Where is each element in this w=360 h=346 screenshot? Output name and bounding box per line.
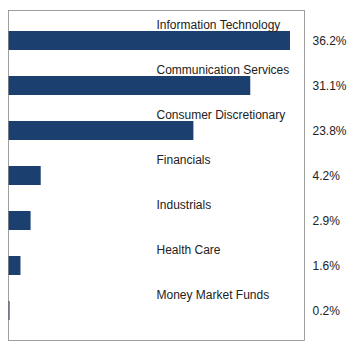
svg-text:23.8%: 23.8% — [313, 124, 347, 138]
svg-text:Health Care: Health Care — [157, 243, 221, 257]
svg-text:36.2%: 36.2% — [313, 34, 347, 48]
svg-text:0.2%: 0.2% — [313, 304, 341, 318]
svg-text:Industrials: Industrials — [157, 198, 212, 212]
svg-text:Information Technology: Information Technology — [157, 18, 281, 32]
svg-text:Consumer Discretionary: Consumer Discretionary — [157, 108, 286, 122]
svg-text:1.6%: 1.6% — [313, 259, 341, 273]
svg-text:4.2%: 4.2% — [313, 169, 341, 183]
svg-text:31.1%: 31.1% — [313, 79, 347, 93]
svg-text:Money Market Funds: Money Market Funds — [157, 288, 270, 302]
svg-text:Financials: Financials — [157, 153, 211, 167]
svg-text:Communication Services: Communication Services — [157, 63, 290, 77]
svg-text:2.9%: 2.9% — [313, 214, 341, 228]
